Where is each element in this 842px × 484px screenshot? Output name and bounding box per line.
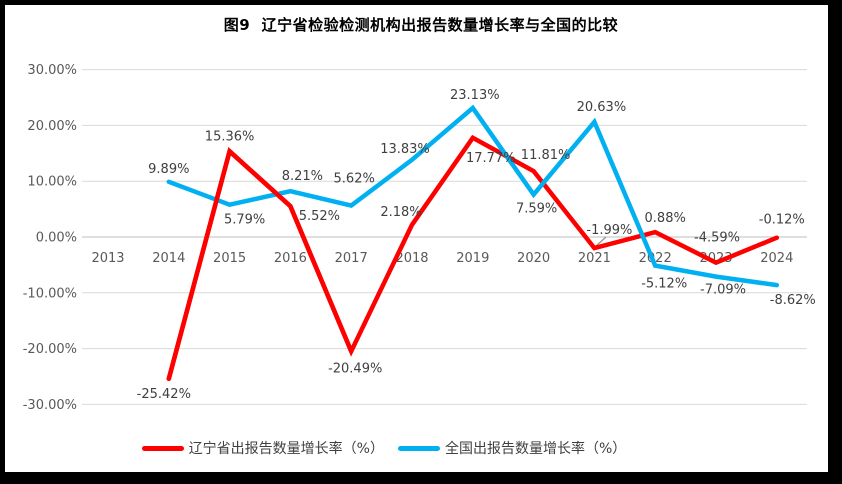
data-label-national: 5.62% [334,172,375,187]
frame-border-right [828,0,842,484]
data-label-national: 13.83% [380,142,430,157]
legend-label-national: 全国出报告数量增长率（%） [445,441,627,457]
data-label-liaoning: 17.77% [466,151,516,166]
x-axis-tick-label: 2021 [578,251,611,266]
x-axis-tick-label: 2013 [91,251,124,266]
liaoning-line-swatch-icon [141,445,184,451]
x-axis-tick-label: 2014 [152,251,185,266]
data-label-liaoning: 2.18% [380,205,421,220]
x-axis-tick-label: 2024 [760,251,793,266]
data-label-national: 8.21% [282,169,323,184]
x-axis-tick-label: 2018 [395,251,428,266]
data-label-liaoning: -0.12% [759,213,805,228]
frame-border-bottom [0,472,842,484]
data-label-liaoning: -20.49% [328,361,382,376]
data-label-national: 5.79% [224,213,265,228]
data-label-national: -7.09% [700,283,746,298]
legend-label-liaoning: 辽宁省出报告数量增长率（%） [188,441,384,457]
data-label-liaoning: 11.81% [521,148,571,163]
data-label-national: 23.13% [450,88,500,103]
y-axis-tick-label: 10.00% [27,175,77,190]
data-label-liaoning: -25.42% [137,387,191,402]
data-label-national: -8.62% [770,293,816,308]
chart-legend: 辽宁省出报告数量增长率（%） 全国出报告数量增长率（%） [0,438,768,458]
series-line-national [166,104,780,288]
x-axis-tick-label: 2020 [517,251,550,266]
legend-item-liaoning: 辽宁省出报告数量增长率（%） [141,438,384,458]
y-axis-tick-label: 0.00% [36,231,77,246]
y-axis-tick-label: -10.00% [23,286,77,301]
frame-border-left [0,0,5,484]
data-label-liaoning: 15.36% [205,129,255,144]
data-label-liaoning: -4.59% [694,231,740,246]
x-axis-tick-label: 2023 [699,251,732,266]
frame-border-top [0,0,842,5]
x-axis-tick-label: 2015 [213,251,246,266]
y-axis-tick-label: 20.00% [27,119,77,134]
data-label-national: 20.63% [577,100,627,115]
x-axis-tick-label: 2017 [335,251,368,266]
y-axis-tick-label: 30.00% [27,63,77,78]
x-axis-tick-label: 2019 [456,251,489,266]
label-leader-line [595,236,607,247]
national-line-swatch-icon [398,445,440,451]
data-label-liaoning: 0.88% [645,211,686,226]
chart-title: 图9 辽宁省检验检测机构出报告数量增长率与全国的比较 [223,16,619,34]
data-label-national: 9.89% [148,162,189,177]
y-axis-tick-label: -20.00% [23,342,77,357]
data-label-liaoning: 5.52% [299,209,340,224]
x-axis-tick-label: 2016 [274,251,307,266]
series-line-liaoning-overlay [166,147,354,382]
x-axis-tick-label: 2022 [639,251,672,266]
data-label-liaoning: -1.99% [586,223,632,238]
data-label-national: -5.12% [641,277,687,292]
y-axis-tick-label: -30.00% [23,398,77,413]
legend-item-national: 全国出报告数量增长率（%） [398,438,626,458]
data-label-national: 7.59% [516,202,557,217]
